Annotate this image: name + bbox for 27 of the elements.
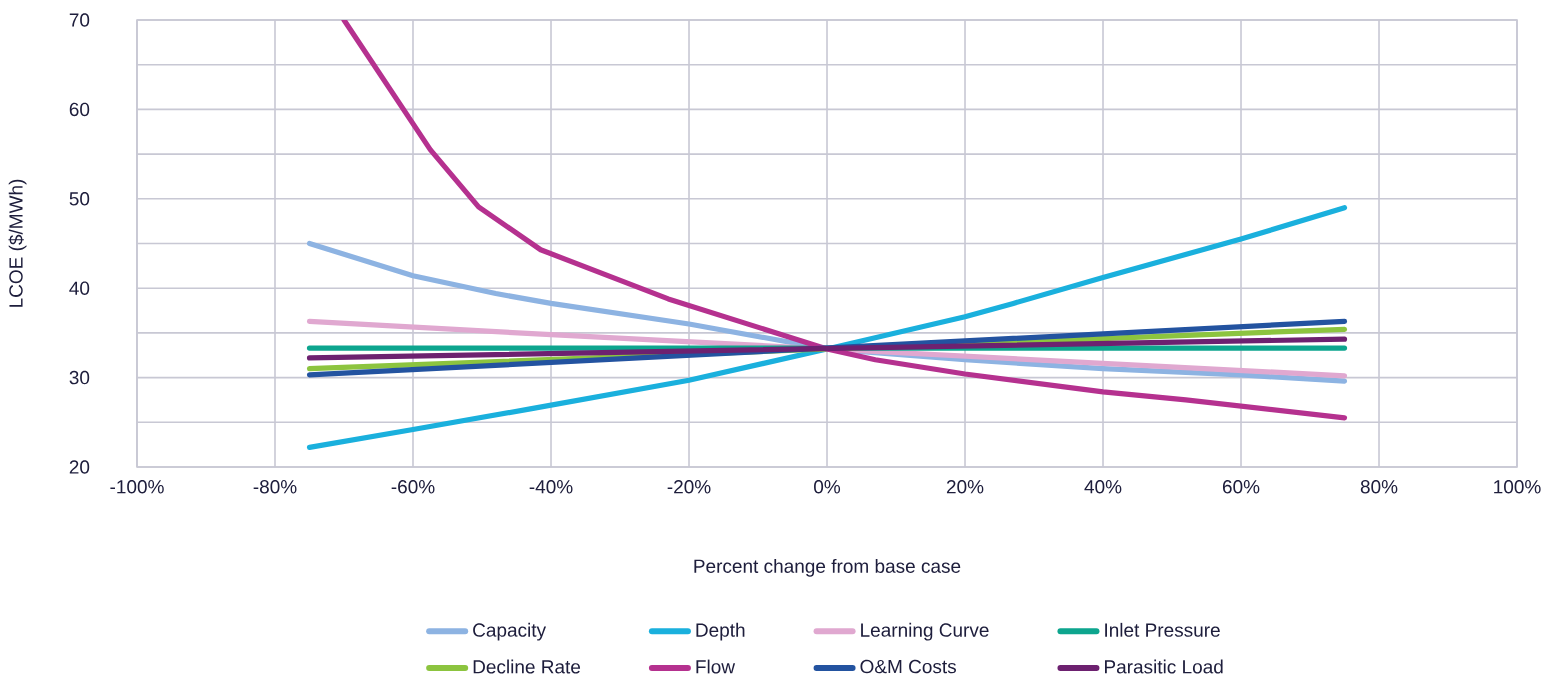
y-tick-label: 40 xyxy=(69,281,90,295)
legend-label: Parasitic Load xyxy=(1105,659,1223,674)
legend-label: Inlet Pressure xyxy=(1105,622,1220,637)
x-tick-label: -20% xyxy=(667,480,711,494)
legend-label: Capacity xyxy=(473,622,547,641)
y-tick-label: 70 xyxy=(69,13,90,27)
x-tick-label: 100% xyxy=(1494,480,1541,494)
x-tick-label: 80% xyxy=(1360,480,1398,494)
y-tick-label: 20 xyxy=(69,460,90,474)
legend-label: Decline Rate xyxy=(473,659,581,674)
legend-label: Depth xyxy=(696,622,745,641)
x-tick-label: -40% xyxy=(529,480,573,494)
y-tick-label: 30 xyxy=(69,370,90,385)
x-tick-label: 60% xyxy=(1222,480,1260,494)
x-tick-label: -100% xyxy=(110,480,164,494)
legend-label: Learning Curve xyxy=(861,622,989,641)
x-tick-label: 40% xyxy=(1084,480,1122,494)
legend-label: O&M Costs xyxy=(860,659,956,674)
y-tick-label: 60 xyxy=(69,102,90,117)
y-tick-label: 50 xyxy=(69,192,90,206)
y-axis-title: LCOE ($/MWh) xyxy=(8,179,27,307)
x-tick-label: -60% xyxy=(391,480,435,494)
x-tick-label: 0% xyxy=(814,480,841,494)
x-tick-label: -80% xyxy=(253,480,297,494)
x-axis-title: Percent change from base case xyxy=(694,558,961,577)
legend-label: Flow xyxy=(696,659,736,674)
x-tick-label: 20% xyxy=(946,480,984,494)
